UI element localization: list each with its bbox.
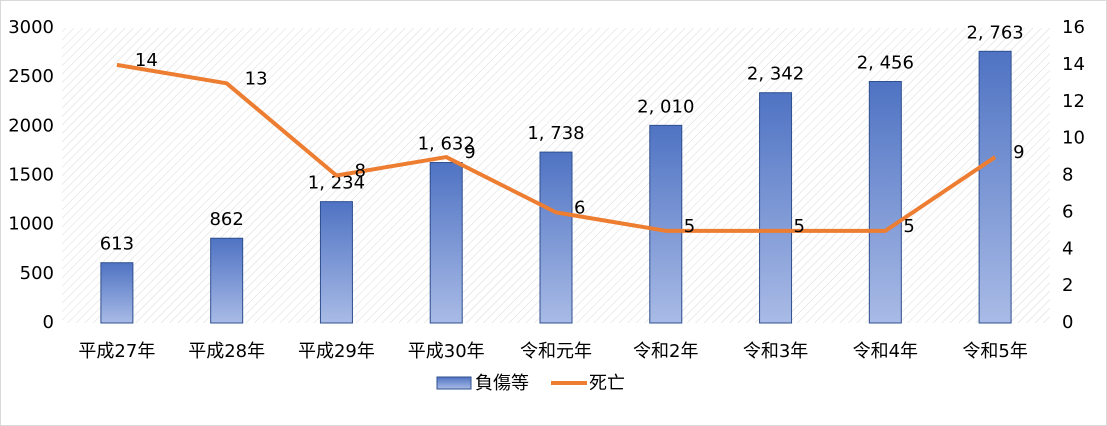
line bbox=[116, 62, 997, 233]
y-tick-label: 2500 bbox=[8, 66, 54, 87]
y2-tick-label: 4 bbox=[1062, 238, 1073, 259]
bar bbox=[649, 124, 683, 324]
y-tick-label: 3000 bbox=[8, 17, 54, 38]
data-label: 6 bbox=[574, 197, 585, 218]
data-label: 14 bbox=[135, 50, 158, 71]
y2-tick-label: 10 bbox=[1062, 128, 1085, 149]
data-label: 2, 342 bbox=[747, 64, 804, 85]
x-tick-label: 令和元年 bbox=[520, 341, 592, 362]
data-label: 5 bbox=[903, 216, 914, 237]
y-tick-label: 2000 bbox=[8, 115, 54, 136]
x-tick-label: 令和5年 bbox=[962, 341, 1027, 362]
data-label: 8 bbox=[354, 161, 365, 182]
y2-tick-label: 6 bbox=[1062, 201, 1073, 222]
legend-label: 負傷等 bbox=[475, 373, 529, 394]
y2-tick-label: 16 bbox=[1062, 17, 1085, 38]
x-tick-label: 平成29年 bbox=[298, 341, 375, 362]
data-label: 2, 456 bbox=[857, 52, 914, 73]
legend-swatch bbox=[436, 376, 472, 390]
data-label: 613 bbox=[100, 234, 134, 255]
y-tick-label: 500 bbox=[20, 263, 54, 284]
bar bbox=[210, 237, 244, 324]
y2-tick-label: 2 bbox=[1062, 275, 1073, 296]
bar bbox=[978, 50, 1012, 324]
data-label: 9 bbox=[1013, 142, 1024, 163]
data-label: 1, 738 bbox=[527, 123, 584, 144]
bar bbox=[429, 162, 463, 324]
x-tick-label: 平成27年 bbox=[78, 341, 155, 362]
legend-label: 死亡 bbox=[589, 373, 625, 394]
y2-tick-label: 0 bbox=[1062, 312, 1073, 333]
x-tick-label: 令和2年 bbox=[633, 341, 698, 362]
y2-tick-label: 8 bbox=[1062, 165, 1073, 186]
y-tick-label: 1000 bbox=[8, 214, 54, 235]
bar bbox=[539, 151, 573, 324]
bar bbox=[319, 201, 353, 324]
bar bbox=[868, 80, 902, 324]
data-label: 1, 632 bbox=[418, 134, 475, 155]
data-label: 9 bbox=[464, 142, 475, 163]
y2-tick-label: 14 bbox=[1062, 54, 1085, 75]
bar bbox=[100, 262, 134, 324]
data-label: 5 bbox=[794, 216, 805, 237]
y-tick-label: 0 bbox=[43, 312, 54, 333]
x-tick-label: 令和4年 bbox=[853, 341, 918, 362]
x-tick-label: 平成30年 bbox=[408, 341, 485, 362]
x-tick-label: 平成28年 bbox=[188, 341, 265, 362]
data-label: 2, 010 bbox=[637, 96, 694, 117]
data-label: 1, 234 bbox=[308, 173, 365, 194]
bar bbox=[759, 92, 793, 324]
x-tick-label: 令和3年 bbox=[743, 341, 808, 362]
data-label: 13 bbox=[245, 68, 268, 89]
y-tick-label: 1500 bbox=[8, 165, 54, 186]
data-label: 862 bbox=[209, 209, 243, 230]
y2-tick-label: 12 bbox=[1062, 91, 1085, 112]
data-label: 2, 763 bbox=[966, 22, 1023, 43]
data-label: 5 bbox=[684, 216, 695, 237]
